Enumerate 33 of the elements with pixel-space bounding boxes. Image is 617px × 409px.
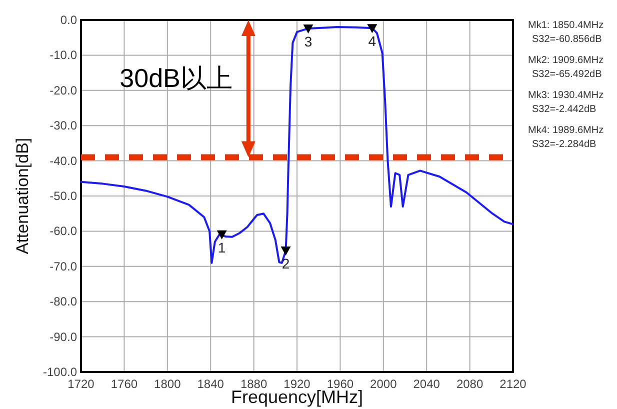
x-tick-label: 1800	[154, 377, 182, 391]
y-tick-label: -20.0	[50, 83, 78, 98]
text: Mk1: 1850.4MHz	[528, 20, 604, 31]
annotation: 2	[282, 256, 290, 272]
x-tick-label: 2000	[370, 377, 398, 391]
annotation: 30dB以上	[120, 62, 232, 93]
x-tick-label: 1760	[110, 377, 138, 391]
text: Mk4: 1989.6MHz	[528, 125, 604, 136]
y-tick-label: -80.0	[50, 294, 78, 309]
text: Mk3: 1930.4MHz	[528, 90, 604, 101]
y-tick-label: -60.0	[50, 224, 78, 238]
x-tick-label: 2120	[500, 377, 527, 391]
y-tick-label: -90.0	[50, 330, 78, 344]
annotation: 1	[218, 239, 226, 256]
text: S32=-60.856dB	[532, 34, 602, 45]
x-tick-label: 1840	[197, 377, 224, 391]
annotation: 3	[304, 33, 312, 50]
text: S32=-2.284dB	[532, 139, 597, 150]
x-tick-label: 1720	[68, 377, 95, 391]
y-tick-label: 0.0	[60, 13, 78, 27]
text: S32=-2.442dB	[532, 104, 597, 115]
y-axis-title: Attenuation[dB]	[13, 138, 32, 254]
text: Mk2: 1909.6MHz	[528, 55, 604, 66]
y-tick-label: -10.0	[50, 48, 78, 62]
annotation: 4	[368, 33, 376, 50]
x-tick-label: 2080	[456, 377, 484, 391]
y-tick-label: -70.0	[50, 259, 78, 274]
y-tick-label: -100.0	[42, 365, 78, 379]
y-tick-label: -50.0	[50, 189, 78, 203]
x-tick-label: 2040	[413, 377, 440, 391]
y-tick-label: -30.0	[50, 118, 78, 133]
text: S32=-65.492dB	[532, 69, 602, 80]
y-tick-label: -40.0	[50, 154, 78, 168]
